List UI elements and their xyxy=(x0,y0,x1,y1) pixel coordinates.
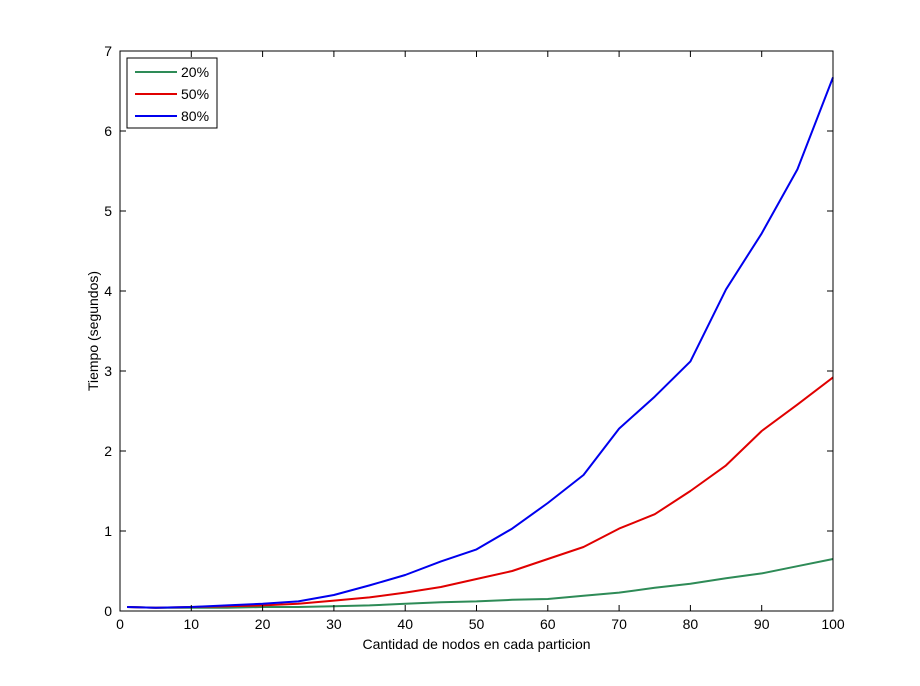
x-tick-label: 70 xyxy=(611,616,627,632)
y-tick-label: 0 xyxy=(104,603,112,619)
y-tick-label: 4 xyxy=(104,283,112,299)
legend-label: 50% xyxy=(181,86,209,102)
plot-area xyxy=(120,51,833,611)
x-tick-label: 10 xyxy=(184,616,200,632)
x-axis-label: Cantidad de nodos en cada particion xyxy=(362,636,590,652)
x-tick-label: 100 xyxy=(821,616,845,632)
x-tick-label: 40 xyxy=(397,616,413,632)
plot-background xyxy=(120,51,833,611)
y-tick-label: 5 xyxy=(104,203,112,219)
series-line-1 xyxy=(127,558,834,609)
x-tick-label: 50 xyxy=(469,616,485,632)
x-tick-label: 60 xyxy=(540,616,556,632)
y-tick-label: 6 xyxy=(104,123,112,139)
series-line-3 xyxy=(127,77,834,609)
y-axis-label: Tiempo (segundos) xyxy=(85,271,101,391)
y-tick-label: 1 xyxy=(104,523,112,539)
x-tick-label: 90 xyxy=(754,616,770,632)
legend: 20% 50% 80% xyxy=(126,57,218,129)
x-tick-label: 30 xyxy=(326,616,342,632)
y-tick-label: 3 xyxy=(104,363,112,379)
x-tick-label: 80 xyxy=(683,616,699,632)
y-tick-label: 7 xyxy=(104,43,112,59)
axes: 0 10 20 30 40 50 60 70 80 90 100 0 1 2 3 4 5 6 7 xyxy=(104,43,845,632)
series-line-2 xyxy=(127,376,834,609)
legend-label: 80% xyxy=(181,108,209,124)
legend-label: 20% xyxy=(181,64,209,80)
x-tick-label: 20 xyxy=(255,616,271,632)
y-tick-label: 2 xyxy=(104,443,112,459)
x-tick-label: 0 xyxy=(116,616,124,632)
series-lines xyxy=(127,77,834,609)
